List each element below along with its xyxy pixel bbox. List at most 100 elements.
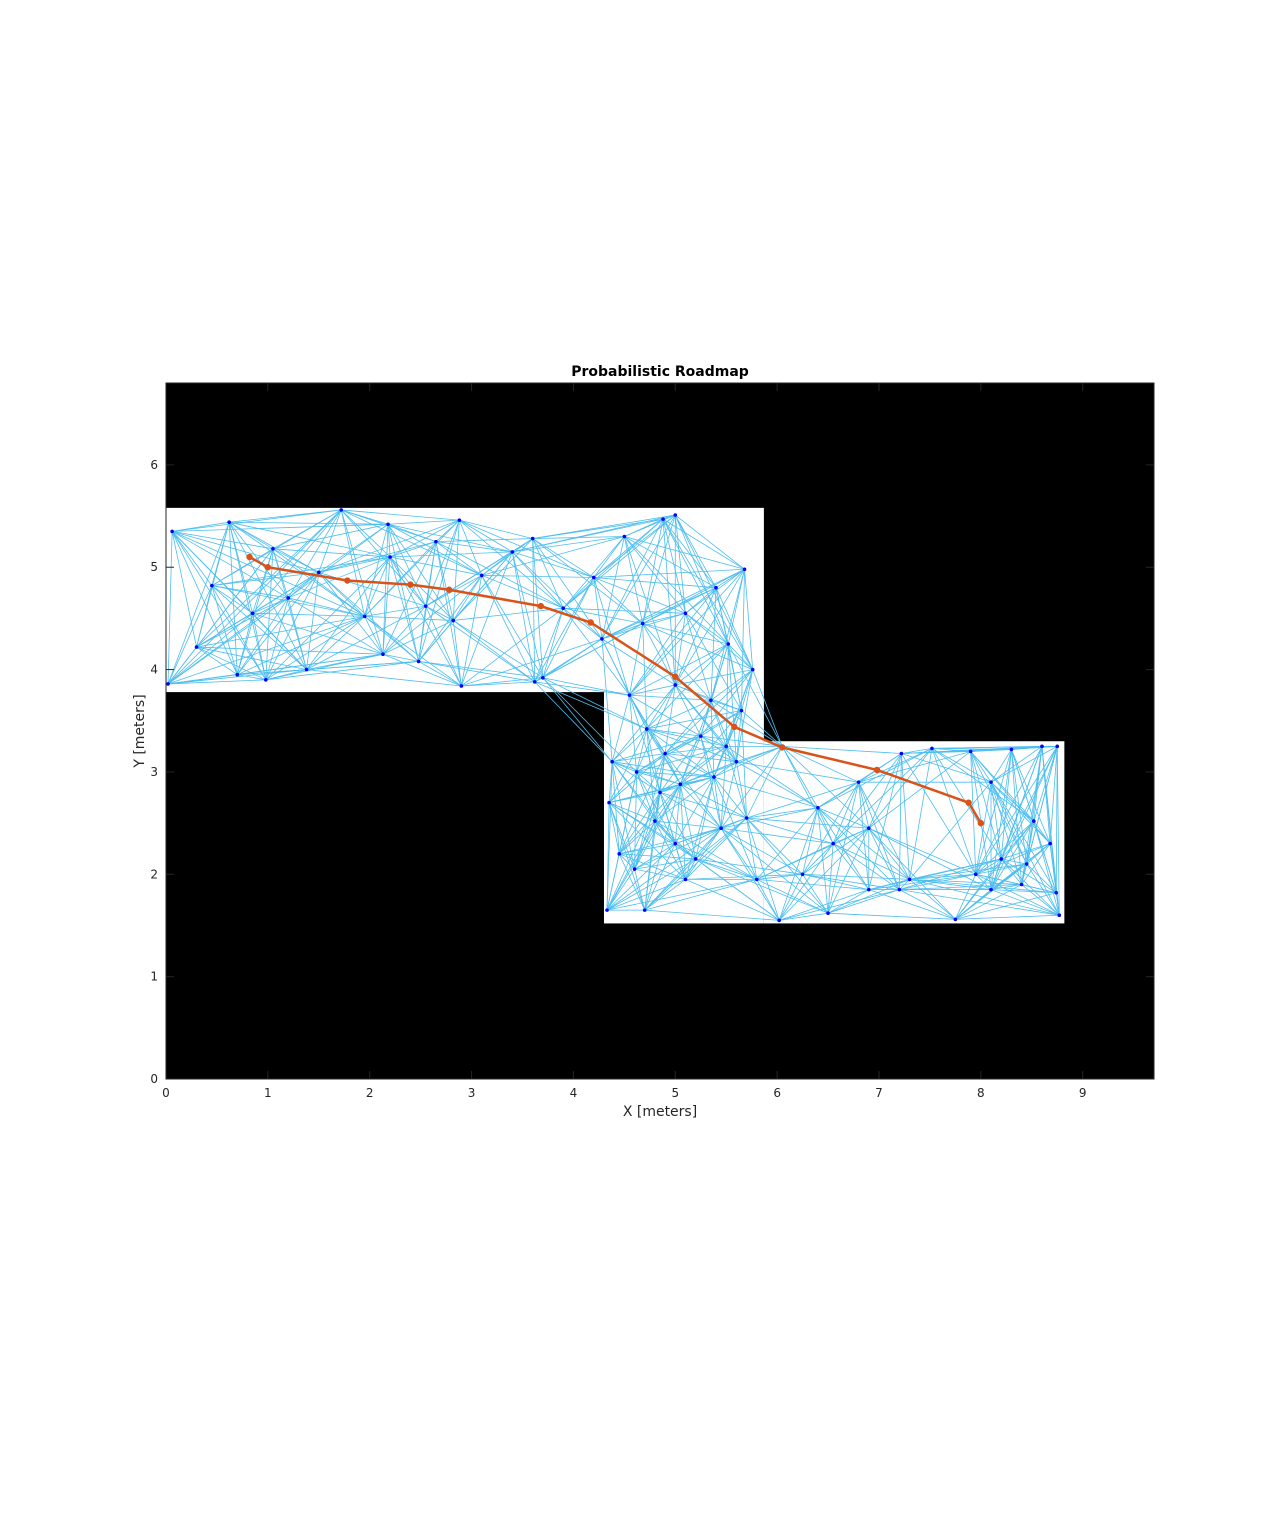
path-waypoint [537, 602, 545, 610]
roadmap-edge [721, 827, 834, 844]
roadmap-edge [435, 541, 513, 553]
roadmap-edge [1056, 746, 1060, 916]
roadmap-edge [252, 612, 365, 617]
roadmap-node [250, 611, 255, 616]
roadmap-edge [172, 509, 342, 532]
roadmap-edge [680, 783, 747, 819]
roadmap-edge [634, 858, 696, 870]
roadmap-edge [1021, 884, 1060, 916]
roadmap-edge [318, 523, 389, 573]
roadmap-edge [720, 746, 783, 829]
roadmap-edge [382, 653, 462, 687]
roadmap-edge [664, 753, 715, 778]
roadmap-edge [827, 879, 910, 914]
roadmap-edge [389, 556, 462, 687]
roadmap-node [381, 652, 385, 657]
roadmap-edge [611, 684, 676, 762]
roadmap-edge [612, 761, 715, 778]
roadmap-edge [601, 638, 676, 686]
roadmap-edge [779, 889, 900, 921]
roadmap-edge [741, 669, 754, 711]
roadmap-edge [680, 746, 727, 785]
roadmap-edge [606, 761, 613, 911]
roadmap-edge [318, 519, 460, 573]
roadmap-edge [970, 751, 977, 875]
roadmap-edge [1055, 746, 1058, 893]
roadmap-edge [642, 612, 686, 624]
roadmap-edge [700, 735, 727, 747]
roadmap-edge [685, 817, 747, 880]
roadmap-edge [1033, 820, 1051, 844]
roadmap-edge [211, 585, 253, 614]
roadmap-edge [629, 694, 711, 701]
roadmap-edge [832, 843, 870, 890]
roadmap-edge [646, 728, 737, 763]
roadmap-edge [679, 784, 686, 880]
roadmap-edge [713, 776, 747, 819]
roadmap-edge [287, 572, 320, 599]
roadmap-edge [901, 745, 1058, 754]
roadmap-edge [990, 782, 1028, 865]
roadmap-edge [990, 782, 1002, 859]
roadmap-edge [318, 541, 437, 573]
roadmap-edge [562, 607, 603, 640]
roadmap-edge [685, 568, 745, 614]
roadmap-edge [1011, 749, 1051, 844]
roadmap-node [1057, 913, 1062, 918]
roadmap-edge [318, 572, 365, 617]
roadmap-node [897, 887, 902, 892]
roadmap-edge [382, 620, 454, 655]
roadmap-edge [1033, 820, 1060, 916]
roadmap-edge [534, 608, 564, 683]
roadmap-edge [858, 748, 933, 783]
path-waypoint [779, 744, 786, 751]
roadmap-edge [532, 514, 676, 539]
roadmap-edge [659, 792, 697, 860]
roadmap-edge [318, 509, 342, 573]
roadmap-edge [306, 661, 419, 670]
roadmap-edge [1049, 746, 1058, 844]
roadmap-edge [306, 572, 320, 670]
roadmap-node [678, 782, 683, 787]
x-tick-label: 9 [1079, 1086, 1087, 1100]
roadmap-edge [318, 556, 391, 573]
roadmap-edge [970, 751, 1002, 860]
roadmap-edge [679, 700, 712, 785]
roadmap-edge [211, 571, 319, 587]
roadmap-edge [1021, 884, 1057, 894]
roadmap-edge [644, 792, 661, 911]
roadmap-edge [167, 522, 230, 685]
roadmap-edge [252, 612, 384, 655]
roadmap-edge [237, 674, 266, 681]
roadmap-node [510, 550, 515, 554]
roadmap-edge [746, 781, 859, 819]
roadmap-edge [542, 677, 647, 730]
roadmap-edge [975, 749, 1012, 875]
roadmap-edge [618, 792, 661, 855]
roadmap-edge [168, 679, 266, 685]
roadmap-edge [288, 556, 391, 599]
path-waypoint [445, 586, 453, 593]
roadmap-edge [593, 577, 686, 614]
roadmap-edge [685, 873, 803, 880]
roadmap-edge [452, 575, 483, 621]
roadmap-edge [171, 531, 213, 586]
roadmap-edge [601, 518, 664, 640]
roadmap-edge [901, 753, 977, 875]
roadmap-edge [802, 873, 869, 891]
roadmap-edge [802, 827, 870, 875]
roadmap-edge [623, 536, 676, 686]
roadmap-edge [955, 874, 977, 920]
roadmap-edge [990, 749, 1012, 890]
roadmap-edge [211, 585, 365, 617]
roadmap-edge [461, 677, 543, 687]
roadmap-edge [636, 684, 676, 773]
roadmap-edge [629, 587, 717, 696]
roadmap-node [724, 744, 729, 749]
roadmap-edge [167, 669, 307, 685]
roadmap-edge [606, 784, 681, 911]
roadmap-node [362, 614, 367, 619]
roadmap-edge [606, 879, 686, 911]
roadmap-edge [167, 572, 320, 685]
roadmap-edge [272, 548, 289, 599]
